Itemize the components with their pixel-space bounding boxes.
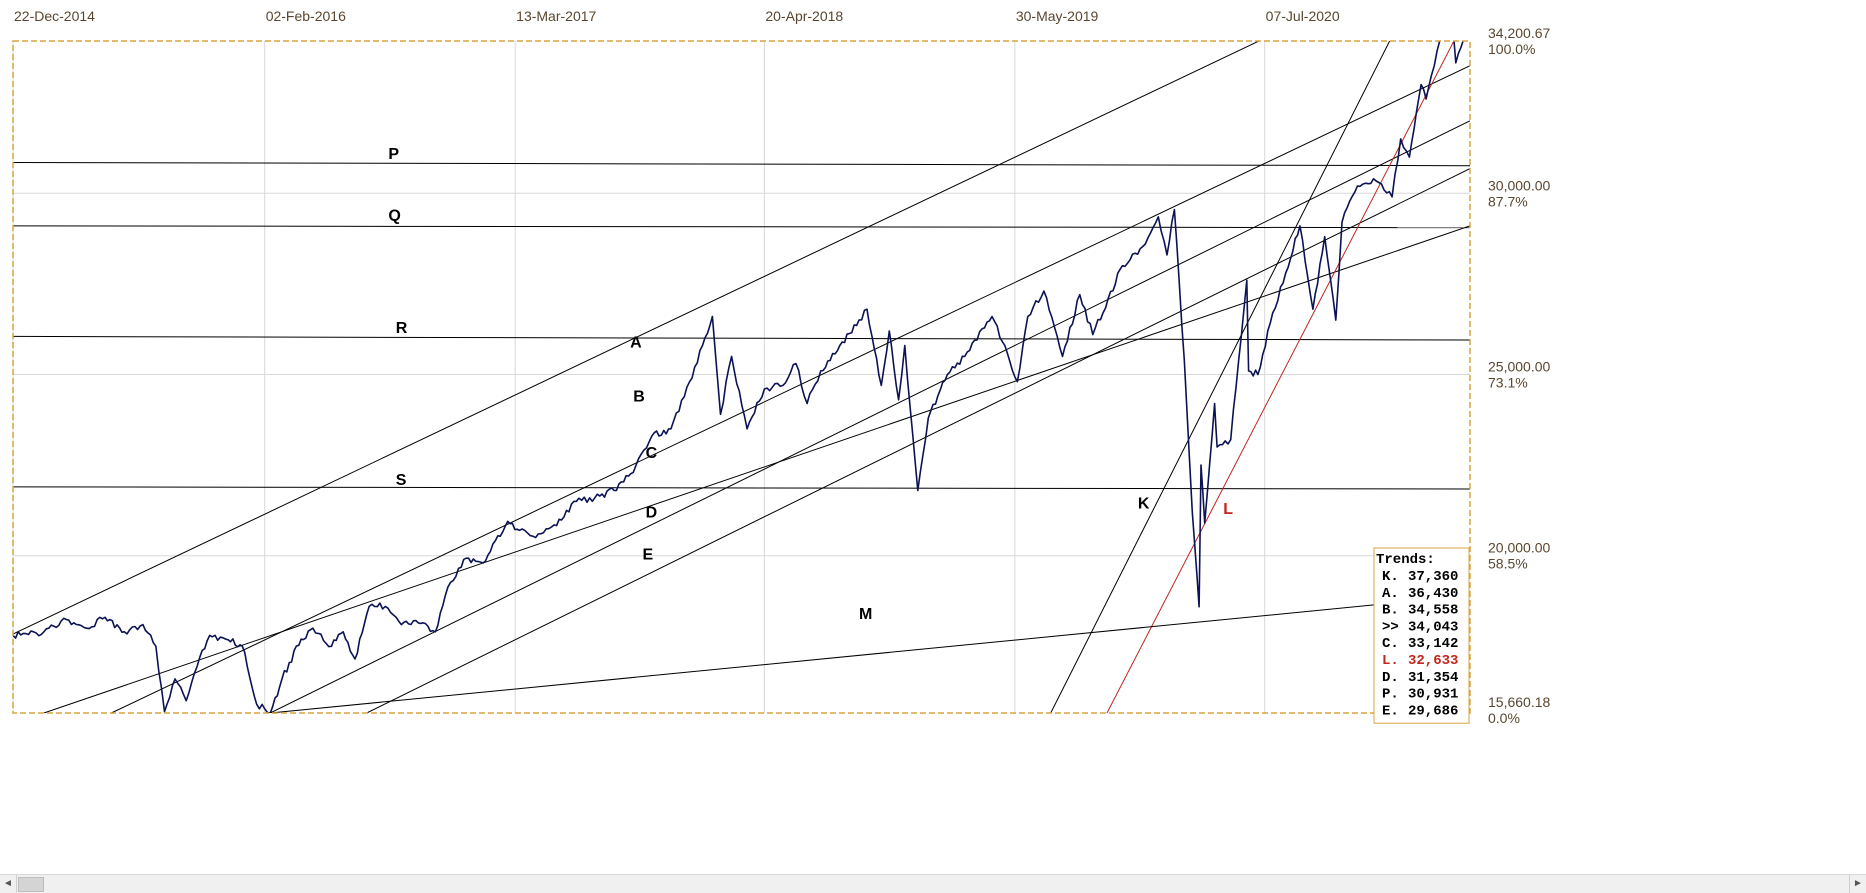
trendline-label-l: L: [1223, 501, 1233, 518]
trendline-label-s: S: [396, 472, 407, 489]
y-tick-percent: 87.7%: [1488, 193, 1528, 209]
x-tick-label: 13-Mar-2017: [516, 8, 596, 24]
x-tick-label: 07-Jul-2020: [1266, 8, 1340, 24]
price-line: [13, 41, 1464, 713]
trendline-d: [366, 168, 1470, 713]
x-axis-labels: 22-Dec-2014 02-Feb-2016 13-Mar-2017 20-Apr-…: [14, 8, 1340, 24]
legend-entry-label: P.: [1382, 687, 1399, 703]
trendline-label-p: P: [388, 146, 399, 163]
trendline-label-k: K: [1138, 496, 1150, 513]
trendline-a: [13, 41, 1261, 635]
trendline-p: [13, 161, 1470, 167]
legend-entry-label: C.: [1382, 636, 1399, 652]
trendline-label-d: D: [646, 505, 658, 522]
price-series-layer: [13, 41, 1464, 713]
y-tick-label: 15,660.18: [1488, 694, 1550, 710]
scroll-thumb[interactable]: [18, 877, 44, 892]
legend-entry-value: 31,354: [1408, 670, 1458, 686]
trends-legend: Trends:K. 37,360 A. 36,430 B. 34,558 >> 34,043 C…: [1373, 547, 1470, 724]
trendline-label-q: Q: [388, 207, 400, 224]
legend-entry-label: K.: [1382, 569, 1399, 585]
scroll-right-arrow-icon[interactable]: ►: [1849, 875, 1866, 893]
y-tick-percent: 73.1%: [1488, 374, 1528, 390]
legend-entry-label: B.: [1382, 603, 1399, 619]
trendline-layer: [13, 41, 1470, 713]
legend-entry-value: 30,931: [1408, 687, 1458, 703]
y-tick-percent: 0.0%: [1488, 710, 1520, 726]
trendline-label-c: C: [646, 445, 658, 462]
legend-entry-value: 36,430: [1408, 586, 1458, 602]
y-tick-label: 25,000.00: [1488, 358, 1550, 374]
plot-frame: [12, 40, 1471, 714]
x-tick-label: 22-Dec-2014: [14, 8, 95, 24]
grid-layer: [12, 41, 1470, 713]
legend-box: [1373, 547, 1470, 724]
legend-entry-value: 32,633: [1408, 653, 1458, 669]
x-tick-label: 20-Apr-2018: [765, 8, 843, 24]
legend-entry-value: 29,686: [1408, 703, 1458, 719]
trendline-r: [13, 335, 1470, 341]
x-tick-label: 30-May-2019: [1016, 8, 1099, 24]
legend-entry-label: A.: [1382, 586, 1399, 602]
trendline-l: [1106, 41, 1455, 713]
trendline-c: [270, 120, 1470, 713]
trendline-m: [270, 596, 1455, 713]
legend-entry-label: E.: [1382, 703, 1399, 719]
scroll-left-arrow-icon[interactable]: ◄: [0, 875, 17, 893]
y-tick-percent: 100.0%: [1488, 41, 1535, 57]
legend-title: Trends:: [1376, 552, 1435, 568]
trendline-q: [13, 225, 1470, 229]
trendline-b: [111, 65, 1470, 713]
y-tick-percent: 58.5%: [1488, 556, 1528, 572]
legend-entry-label: L.: [1382, 653, 1399, 669]
legend-entry-label: >>: [1382, 619, 1399, 635]
trendline-e: [43, 225, 1470, 713]
y-tick-label: 30,000.00: [1488, 177, 1550, 193]
legend-entry-value: 33,142: [1408, 636, 1458, 652]
trendline-label-b: B: [633, 389, 645, 406]
y-tick-label: 20,000.00: [1488, 540, 1550, 556]
trendline-label-a: A: [630, 334, 642, 351]
y-tick-label: 34,200.67: [1488, 25, 1550, 41]
trendline-labels: P Q R S A B C D E K L M: [388, 146, 1233, 623]
legend-entry-value: 34,558: [1408, 603, 1458, 619]
trendline-label-r: R: [396, 320, 408, 337]
horizontal-scrollbar[interactable]: ◄ ►: [0, 874, 1866, 893]
legend-entry-label: D.: [1382, 670, 1399, 686]
legend-entry-value: 37,360: [1408, 569, 1458, 585]
stock-chart: 22-Dec-2014 02-Feb-2016 13-Mar-2017 20-Apr-…: [12, 8, 1550, 726]
trendline-label-e: E: [643, 546, 654, 563]
trendline-s: [13, 486, 1470, 490]
x-tick-label: 02-Feb-2016: [266, 8, 346, 24]
trendline-k: [1050, 41, 1391, 713]
legend-entry-value: 34,043: [1408, 619, 1458, 635]
trendline-label-m: M: [859, 606, 872, 623]
